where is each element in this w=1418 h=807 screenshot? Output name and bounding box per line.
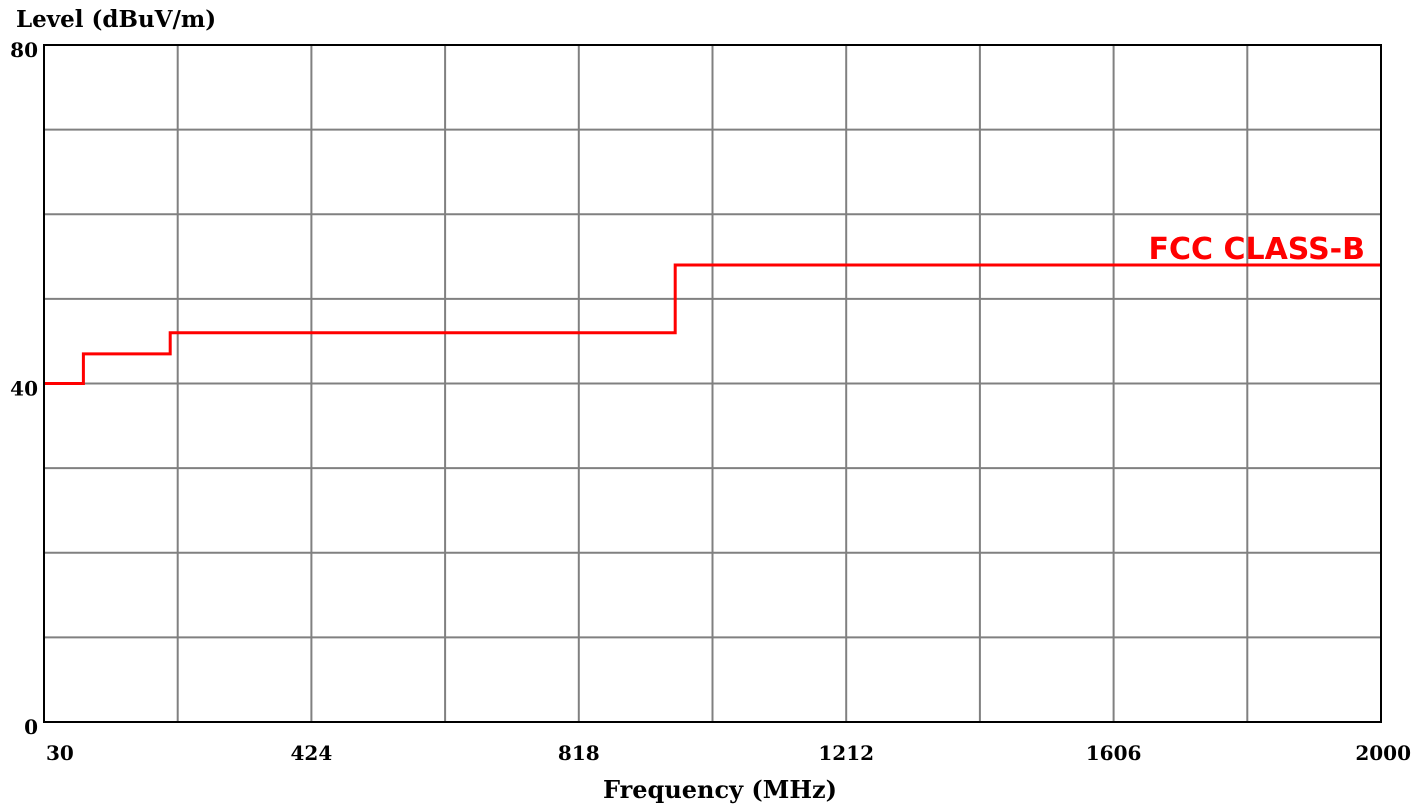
y-tick-label: 80: [10, 38, 38, 62]
limit-series-label: FCC CLASS-B: [1148, 232, 1365, 267]
x-tick-label: 818: [558, 741, 600, 765]
x-tick-label: 424: [291, 741, 333, 765]
x-axis-label: Frequency (MHz): [603, 775, 837, 804]
y-tick-label: 40: [10, 377, 38, 401]
x-tick-label: 2000: [1355, 741, 1411, 765]
plot-frame: [43, 44, 1382, 723]
series-line-0: [44, 263, 1381, 385]
tick-labels: 30 424 818 1212 1606 2000 0 40 80: [10, 38, 1411, 765]
series-lines: [44, 263, 1381, 385]
x-tick-label: 1606: [1086, 741, 1142, 765]
y-axis-label: Level (dBuV/m): [16, 6, 216, 33]
x-tick-label: 30: [46, 741, 74, 765]
grid: [44, 45, 1381, 722]
y-tick-label: 0: [24, 715, 38, 739]
x-tick-label: 1212: [818, 741, 874, 765]
